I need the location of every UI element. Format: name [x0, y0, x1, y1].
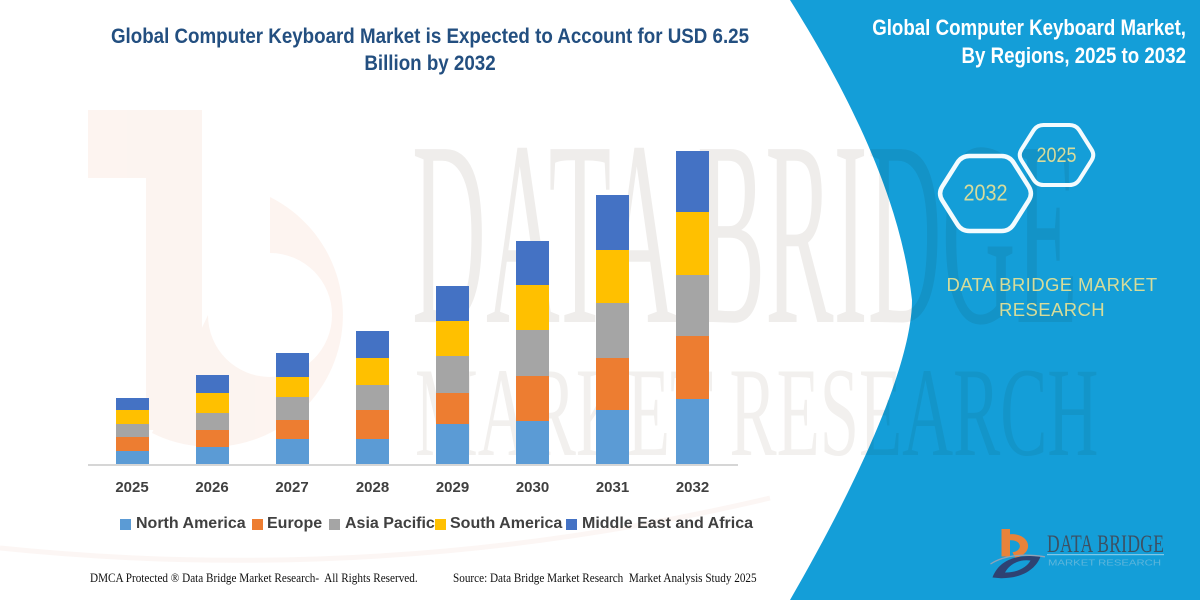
svg-text:DATA BRIDGE: DATA BRIDGE — [1047, 530, 1164, 558]
svg-text:2032: 2032 — [964, 180, 1008, 206]
svg-text:2025: 2025 — [1037, 144, 1077, 167]
svg-text:MARKET RESEARCH: MARKET RESEARCH — [1048, 558, 1161, 568]
